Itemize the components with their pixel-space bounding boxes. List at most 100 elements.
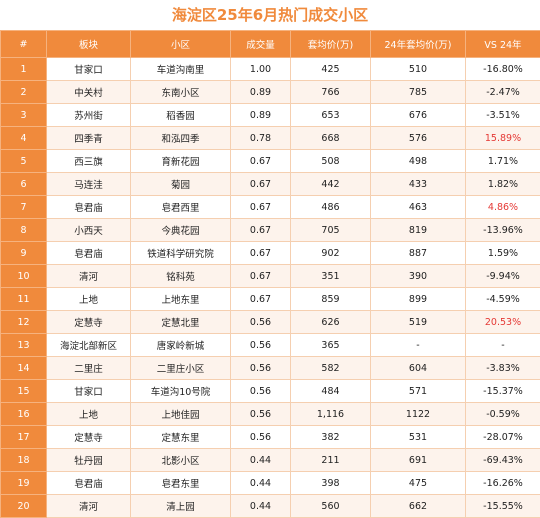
cell: 463 <box>370 195 466 219</box>
row: 15 甘家口 车道沟10号院 0.56 484 571 -15.37% <box>0 379 540 403</box>
cell: 上地 <box>46 402 131 426</box>
header-cell: 小区 <box>130 30 231 58</box>
row-index: 2 <box>0 80 47 104</box>
row-index: 18 <box>0 448 47 472</box>
cell: 0.67 <box>230 172 291 196</box>
header-row: # 板块 小区 成交量 套均价(万) 24年套均价(万) VS 24年 <box>0 30 540 58</box>
cell: 486 <box>290 195 371 219</box>
cell: 0.56 <box>230 402 291 426</box>
cell: 365 <box>290 333 371 357</box>
cell: 508 <box>290 149 371 173</box>
cell: 上地东里 <box>130 287 231 311</box>
row: 9 皂君庙 铁道科学研究院 0.67 902 887 1.59% <box>0 241 540 265</box>
header-cell: # <box>0 30 47 58</box>
row-index: 8 <box>0 218 47 242</box>
cell: 390 <box>370 264 466 288</box>
cell: 铁道科学研究院 <box>130 241 231 265</box>
cell: 皂君西里 <box>130 195 231 219</box>
row-index: 3 <box>0 103 47 127</box>
cell: 0.89 <box>230 80 291 104</box>
cell: 0.44 <box>230 494 291 518</box>
cell: -0.59% <box>465 402 540 426</box>
header-cell: 24年套均价(万) <box>370 30 466 58</box>
cell: 0.67 <box>230 195 291 219</box>
cell: 0.44 <box>230 471 291 495</box>
header-cell: VS 24年 <box>465 30 540 58</box>
cell: 4.86% <box>465 195 540 219</box>
row: 5 西三旗 育新花园 0.67 508 498 1.71% <box>0 149 540 173</box>
row-index: 17 <box>0 425 47 449</box>
cell: 0.89 <box>230 103 291 127</box>
cell: 东南小区 <box>130 80 231 104</box>
cell: 15.89% <box>465 126 540 150</box>
row: 13 海淀北部新区 唐家岭新城 0.56 365- - <box>0 333 540 357</box>
cell: -15.37% <box>465 379 540 403</box>
row: 3 苏州街 稻香园 0.89 653 676 -3.51% <box>0 103 540 127</box>
row-index: 12 <box>0 310 47 334</box>
cell: 定慧东里 <box>130 425 231 449</box>
cell: 0.78 <box>230 126 291 150</box>
row-index: 4 <box>0 126 47 150</box>
cell: 351 <box>290 264 371 288</box>
cell: 今典花园 <box>130 218 231 242</box>
cell: 576 <box>370 126 466 150</box>
cell: 1122 <box>370 402 466 426</box>
cell: 887 <box>370 241 466 265</box>
cell: 苏州街 <box>46 103 131 127</box>
row-index: 5 <box>0 149 47 173</box>
cell: 0.67 <box>230 264 291 288</box>
cell: 531 <box>370 425 466 449</box>
cell: 571 <box>370 379 466 403</box>
cell: 0.56 <box>230 379 291 403</box>
row: 11 上地 上地东里 0.67 859 899 -4.59% <box>0 287 540 311</box>
cell: -69.43% <box>465 448 540 472</box>
cell: 甘家口 <box>46 379 131 403</box>
cell: 清河 <box>46 494 131 518</box>
cell: 604 <box>370 356 466 380</box>
cell: -28.07% <box>465 425 540 449</box>
cell: 0.56 <box>230 333 291 357</box>
cell: 清河 <box>46 264 131 288</box>
cell: 皂君庙 <box>46 471 131 495</box>
cell: 0.67 <box>230 149 291 173</box>
cell: 20.53% <box>465 310 540 334</box>
row: 6 马连洼 菊园 0.67 442 433 1.82% <box>0 172 540 196</box>
cell: 582 <box>290 356 371 380</box>
row-index: 1 <box>0 57 47 81</box>
cell: 皂君庙 <box>46 241 131 265</box>
cell: 皂君庙 <box>46 195 131 219</box>
cell: 1,116 <box>290 402 371 426</box>
cell: -3.51% <box>465 103 540 127</box>
cell: 859 <box>290 287 371 311</box>
cell: 上地 <box>46 287 131 311</box>
header-cell: 成交量 <box>230 30 291 58</box>
cell: 育新花园 <box>130 149 231 173</box>
cell: 442 <box>290 172 371 196</box>
row-index: 6 <box>0 172 47 196</box>
cell: 0.44 <box>230 448 291 472</box>
row-index: 16 <box>0 402 47 426</box>
cell: 899 <box>370 287 466 311</box>
cell: 0.67 <box>230 287 291 311</box>
row: 18 牡丹园 北影小区 0.44 211 691 -69.43% <box>0 448 540 472</box>
row-index: 13 <box>0 333 47 357</box>
cell: - <box>465 333 540 357</box>
row-index: 15 <box>0 379 47 403</box>
row: 2 中关村 东南小区 0.89 766 785 -2.47% <box>0 80 540 104</box>
row: 16 上地 上地佳园 0.56 1,116 1122 -0.59% <box>0 402 540 426</box>
cell: 车道沟10号院 <box>130 379 231 403</box>
cell: - <box>370 333 466 357</box>
cell: 上地佳园 <box>130 402 231 426</box>
title: 海淀区25年6月热门成交小区 <box>171 6 369 24</box>
cell: 1.59% <box>465 241 540 265</box>
cell: -3.83% <box>465 356 540 380</box>
cell: 中关村 <box>46 80 131 104</box>
cell: 1.00 <box>230 57 291 81</box>
cell: 0.56 <box>230 356 291 380</box>
cell: -2.47% <box>465 80 540 104</box>
cell: 766 <box>290 80 371 104</box>
cell: 662 <box>370 494 466 518</box>
cell: 626 <box>290 310 371 334</box>
cell: 皂君东里 <box>130 471 231 495</box>
cell: 稻香园 <box>130 103 231 127</box>
